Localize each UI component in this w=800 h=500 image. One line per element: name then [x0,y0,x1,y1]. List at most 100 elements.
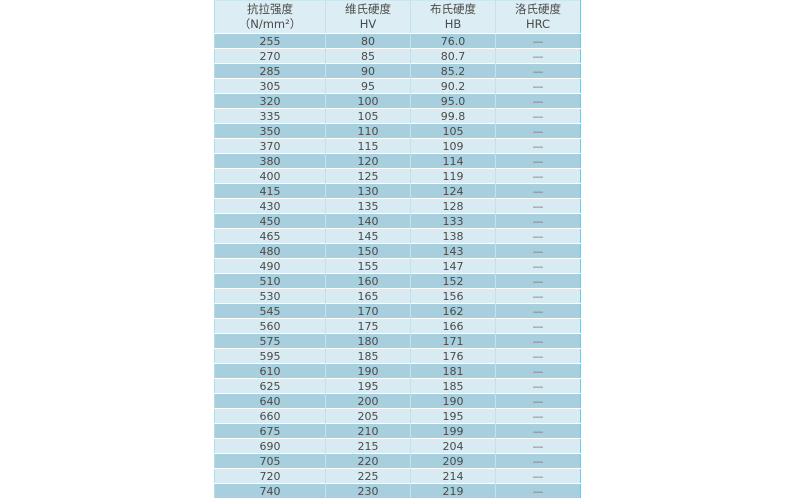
table-cell: 156 [410,288,496,304]
hardness-conversion-table: 抗拉强度 （N/mm²） 维氏硬度 HV 布氏硬度 HB 洛氏硬度 HRC 25… [214,0,581,498]
table-row: 610 190 181— [214,363,581,379]
table-cell: 690 [214,438,326,454]
table-cell: 145 [325,228,411,244]
table-cell: 95.0 [410,93,496,109]
table-cell: — [495,303,581,319]
table-cell: 255 [214,33,326,49]
table-row: 380 120 114— [214,153,581,169]
table-cell: 380 [214,153,326,169]
header-brinell-title: 布氏硬度 [430,2,476,16]
table-cell: — [495,333,581,349]
table-cell: 705 [214,453,326,469]
table-cell: 80.7 [410,48,496,64]
table-cell: 190 [410,393,496,409]
table-cell: — [495,243,581,259]
table-cell: — [495,273,581,289]
table-cell: 545 [214,303,326,319]
table-cell: 335 [214,108,326,124]
table-cell: — [495,123,581,139]
table-row: 740 230 219— [214,483,581,498]
table-cell: 209 [410,453,496,469]
header-vickers-title: 维氏硬度 [345,2,391,16]
table-cell: 85 [325,48,411,64]
table-cell: — [495,63,581,79]
table-cell: — [495,393,581,409]
table-row: 370 115 109— [214,138,581,154]
table-cell: 165 [325,288,411,304]
table-cell: 90.2 [410,78,496,94]
table-cell: 510 [214,273,326,289]
table-row: 560 175 166— [214,318,581,334]
table-cell: — [495,198,581,214]
table-cell: 125 [325,168,411,184]
table-cell: 190 [325,363,411,379]
table-row: 720 225 214— [214,468,581,484]
table-cell: — [495,228,581,244]
table-cell: — [495,33,581,49]
table-cell: 195 [410,408,496,424]
table-cell: 152 [410,273,496,289]
table-cell: 220 [325,453,411,469]
table-cell: 180 [325,333,411,349]
table-cell: 170 [325,303,411,319]
table-cell: 450 [214,213,326,229]
table-cell: 105 [325,108,411,124]
table-cell: 175 [325,318,411,334]
table-cell: 595 [214,348,326,364]
table-cell: 350 [214,123,326,139]
table-cell: — [495,438,581,454]
header-vickers-hardness: 维氏硬度 HV [325,0,411,34]
table-cell: 155 [325,258,411,274]
table-row: 305 95 90.2— [214,78,581,94]
table-cell: 400 [214,168,326,184]
header-rockwell-unit: HRC [525,17,551,31]
table-row: 510 160 152— [214,273,581,289]
header-brinell-hardness: 布氏硬度 HB [410,0,496,34]
table-cell: 415 [214,183,326,199]
table-cell: — [495,318,581,334]
table-cell: 214 [410,468,496,484]
table-cell: 140 [325,213,411,229]
table-cell: — [495,258,581,274]
header-rockwell-title: 洛氏硬度 [515,2,561,16]
table-cell: — [495,78,581,94]
table-cell: 109 [410,138,496,154]
table-cell: 720 [214,468,326,484]
table-cell: — [495,423,581,439]
table-cell: 305 [214,78,326,94]
table-cell: — [495,93,581,109]
table-cell: 200 [325,393,411,409]
table-cell: 185 [410,378,496,394]
table-row: 690 215 204— [214,438,581,454]
table-row: 270 85 80.7— [214,48,581,64]
table-cell: 171 [410,333,496,349]
table-cell: — [495,108,581,124]
table-cell: 740 [214,483,326,498]
table-cell: 490 [214,258,326,274]
table-cell: 430 [214,198,326,214]
table-cell: 181 [410,363,496,379]
table-row: 320 100 95.0— [214,93,581,109]
table-cell: 166 [410,318,496,334]
table-cell: 138 [410,228,496,244]
table-cell: 120 [325,153,411,169]
table-cell: 130 [325,183,411,199]
table-row: 640 200 190— [214,393,581,409]
table-cell: 115 [325,138,411,154]
table-cell: 147 [410,258,496,274]
table-cell: 270 [214,48,326,64]
table-cell: 215 [325,438,411,454]
table-cell: 99.8 [410,108,496,124]
table-cell: 80 [325,33,411,49]
header-brinell-unit: HB [444,17,462,31]
table-row: 430 135 128— [214,198,581,214]
table-row: 625 195 185— [214,378,581,394]
table-cell: — [495,348,581,364]
table-cell: 105 [410,123,496,139]
table-cell: 219 [410,483,496,498]
table-row: 350 110 105— [214,123,581,139]
table-cell: 100 [325,93,411,109]
table-row: 530 165 156— [214,288,581,304]
table-cell: 199 [410,423,496,439]
table-cell: — [495,483,581,498]
